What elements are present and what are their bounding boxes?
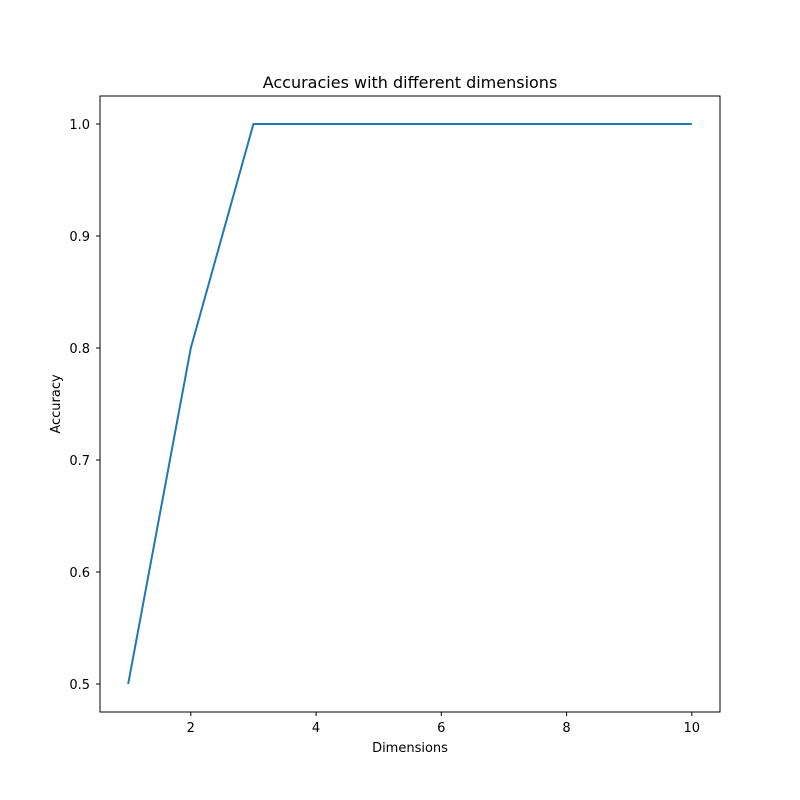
y-tick-label: 1.0 — [69, 118, 90, 133]
chart-title: Accuracies with different dimensions — [263, 73, 558, 92]
plot-frame — [99, 95, 721, 713]
series-line-0 — [127, 123, 692, 685]
x-axis: 2 4 6 8 10 — [187, 712, 700, 736]
x-tick-label: 8 — [562, 721, 570, 736]
y-axis-title: Accuracy — [49, 374, 64, 434]
plot-area — [127, 123, 692, 685]
x-tick-label: 6 — [437, 721, 445, 736]
x-tick-label: 10 — [684, 721, 701, 736]
y-tick-label: 0.9 — [69, 230, 90, 245]
x-tick-label: 2 — [187, 721, 195, 736]
y-tick-label: 0.5 — [69, 678, 90, 693]
y-tick-label: 0.8 — [69, 342, 90, 357]
y-tick-label: 0.6 — [69, 566, 90, 581]
y-tick-label: 0.7 — [69, 454, 90, 469]
x-axis-title: Dimensions — [372, 741, 448, 756]
x-tick-label: 4 — [312, 721, 320, 736]
y-axis: 0.5 0.6 0.7 0.8 0.9 1.0 — [69, 118, 100, 693]
